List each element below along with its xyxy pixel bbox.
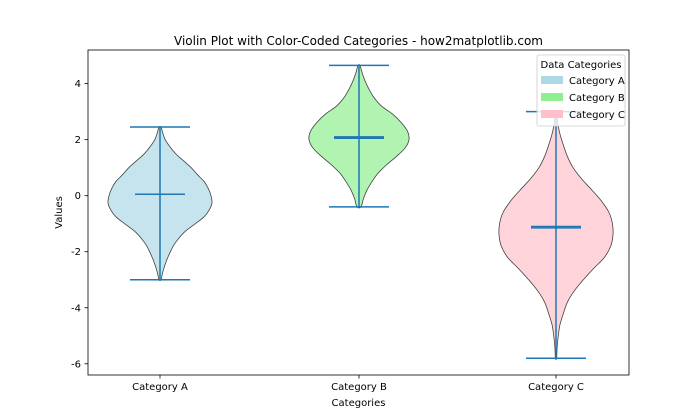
y-tick-label: -4: [71, 303, 81, 314]
legend-label-a: Category A: [569, 76, 625, 87]
legend-swatch-b: [541, 93, 563, 101]
chart-title: Violin Plot with Color-Coded Categories …: [174, 34, 543, 48]
x-axis: Category A Category B Category C: [132, 375, 584, 393]
stat-lines-layer: [130, 64, 586, 359]
x-tick-label: Category B: [331, 382, 387, 393]
plot-frame: [87, 49, 630, 376]
y-tick-label: 2: [75, 135, 81, 146]
y-tick-label: 4: [75, 79, 81, 90]
x-axis-label: Categories: [332, 398, 386, 409]
y-tick-label: -2: [71, 247, 81, 258]
x-tick-label: Category C: [528, 382, 584, 393]
legend-title: Data Categories: [541, 60, 622, 71]
legend-box: [536, 54, 626, 127]
y-axis-label: Values: [54, 196, 65, 229]
y-tick-label: 0: [75, 191, 81, 202]
legend-swatch-a: [541, 76, 563, 84]
y-tick-label: -6: [71, 359, 81, 370]
x-tick-label: Category A: [132, 382, 188, 393]
legend-label-b: Category B: [569, 93, 625, 104]
legend: Data Categories Category A Category B Ca…: [536, 54, 626, 127]
legend-swatch-c: [541, 110, 563, 118]
legend-label-c: Category C: [569, 110, 625, 121]
y-axis: -6 -4 -2 0 2 4: [71, 79, 88, 370]
